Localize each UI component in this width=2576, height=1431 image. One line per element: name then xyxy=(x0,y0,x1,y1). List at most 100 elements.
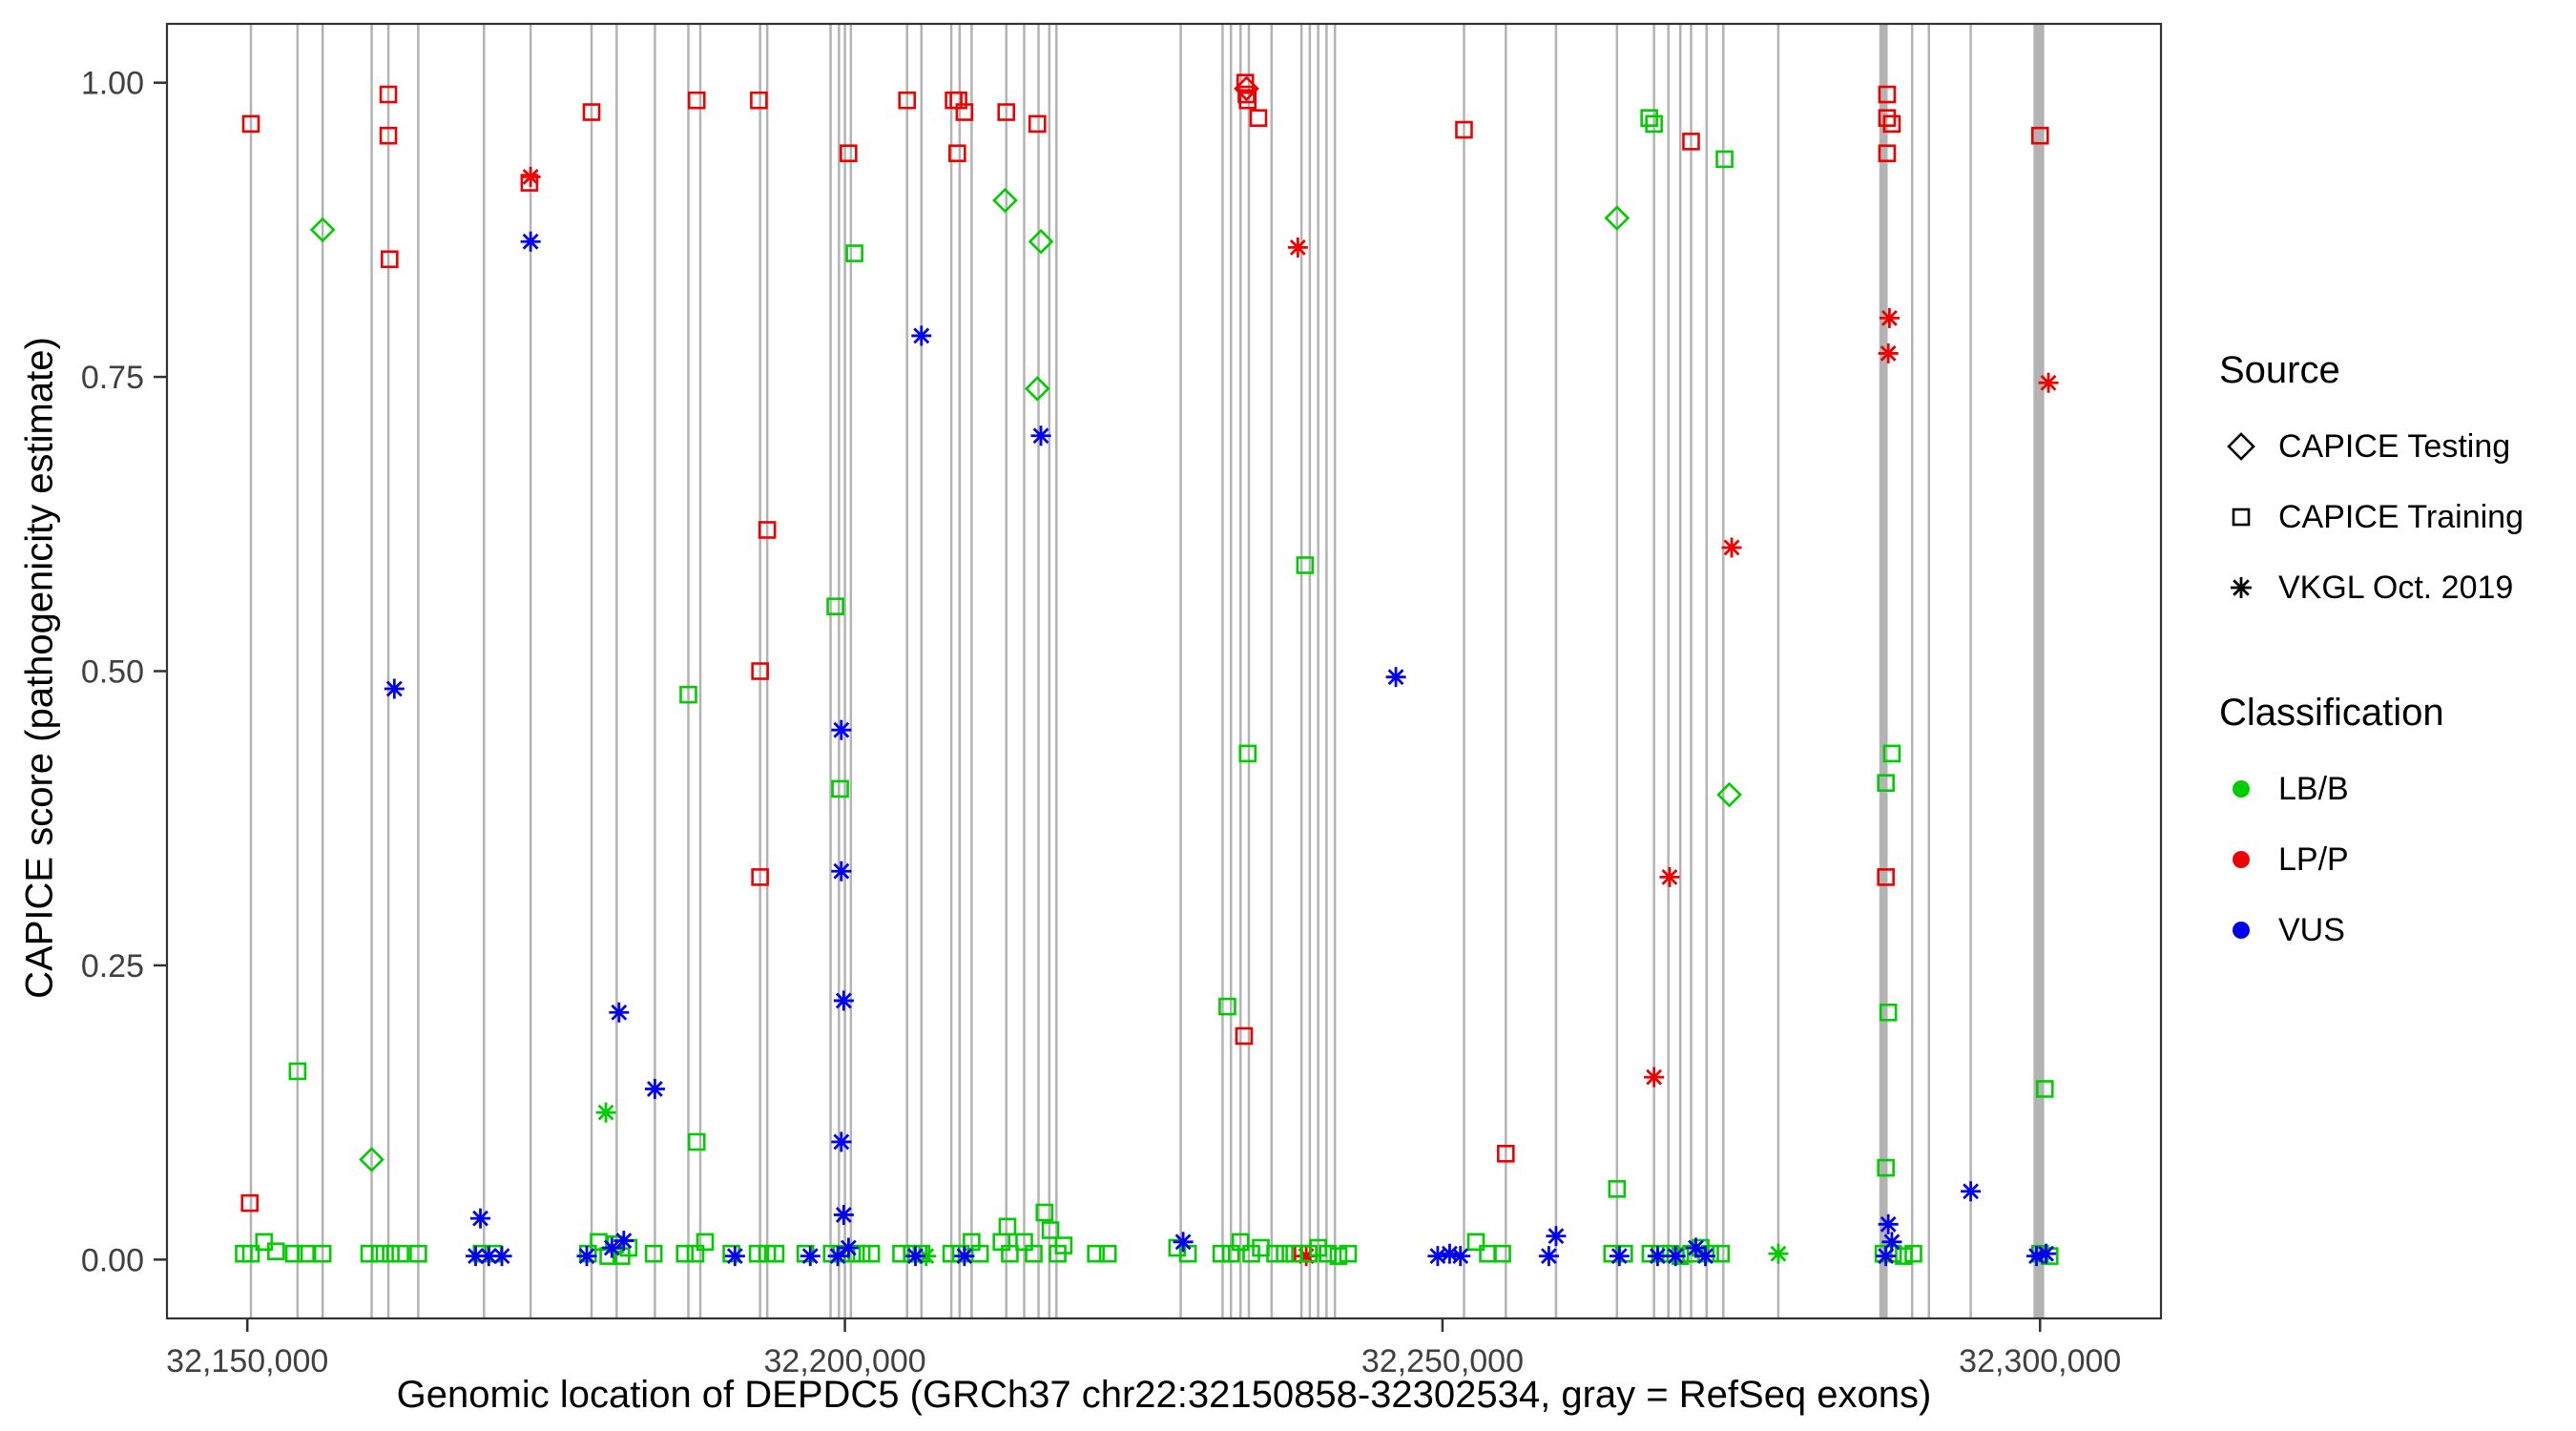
legend-item-lbb: LB/B xyxy=(2219,754,2572,824)
data-point xyxy=(1659,866,1680,887)
data-point xyxy=(1877,1158,1895,1177)
data-point xyxy=(1025,1244,1043,1263)
x-axis-label: Genomic location of DEPDC5 (GRCh37 chr22… xyxy=(396,1374,1932,1416)
data-point xyxy=(1644,1067,1665,1088)
green-dot-icon xyxy=(2233,780,2250,798)
data-point xyxy=(1041,1221,1060,1239)
legend-item-label: LP/P xyxy=(2278,840,2349,878)
data-point xyxy=(998,1217,1017,1236)
data-point xyxy=(687,91,706,110)
legend-item-vus: VUS xyxy=(2219,895,2572,965)
panel-border xyxy=(165,22,2163,1320)
data-point xyxy=(297,1244,315,1263)
data-point xyxy=(1235,1027,1254,1046)
data-point xyxy=(833,990,854,1011)
data-point xyxy=(696,1233,715,1252)
data-point xyxy=(313,1244,332,1263)
data-point xyxy=(758,521,777,539)
data-point xyxy=(724,1246,745,1267)
data-point xyxy=(1319,1244,1337,1263)
data-point xyxy=(1961,1181,1982,1202)
data-point xyxy=(284,1244,303,1263)
data-point xyxy=(1218,997,1236,1016)
data-point xyxy=(1168,1238,1187,1257)
data-point xyxy=(1904,1244,1922,1263)
data-point xyxy=(766,1244,785,1263)
legend-source: Source CAPICE Testing CAPICE Training xyxy=(2219,349,2572,623)
data-point xyxy=(1715,150,1734,169)
data-point xyxy=(1242,1244,1260,1263)
data-point xyxy=(1238,744,1257,763)
data-point xyxy=(1028,228,1054,255)
legend-item-label: CAPICE Training xyxy=(2278,498,2524,535)
data-point xyxy=(1266,1244,1284,1263)
data-point xyxy=(679,685,697,704)
data-point xyxy=(1685,1237,1706,1258)
data-point xyxy=(1493,1244,1511,1263)
data-point xyxy=(831,719,852,740)
x-tick-label: 32,200,000 xyxy=(764,1343,926,1379)
data-point xyxy=(491,1246,512,1267)
data-point xyxy=(595,1102,616,1123)
data-point xyxy=(1450,1246,1471,1267)
legend-item-capice-testing: CAPICE Testing xyxy=(2219,411,2572,482)
data-point xyxy=(831,861,852,881)
data-point xyxy=(360,1244,379,1263)
data-point xyxy=(1212,1244,1231,1263)
data-point xyxy=(904,1246,925,1267)
legend-item-lpp: LP/P xyxy=(2219,824,2572,895)
data-point xyxy=(2035,1080,2054,1098)
data-point xyxy=(609,1002,630,1023)
legend-item-label: VUS xyxy=(2278,911,2345,948)
data-point xyxy=(644,1078,665,1099)
data-point xyxy=(1876,1246,1897,1267)
data-point xyxy=(382,1244,400,1263)
data-point xyxy=(1049,1244,1067,1263)
legend: Source CAPICE Testing CAPICE Training xyxy=(2219,349,2572,965)
y-tick-label: 0.50 xyxy=(81,654,144,691)
data-point xyxy=(1721,537,1742,558)
y-tick-label: 0.25 xyxy=(81,948,144,985)
data-point xyxy=(750,91,768,110)
data-point xyxy=(955,103,974,121)
data-point xyxy=(686,1244,705,1263)
data-point xyxy=(520,231,541,252)
data-point xyxy=(1238,91,1257,110)
data-point xyxy=(1329,1247,1348,1265)
data-point xyxy=(1466,1233,1485,1252)
data-point xyxy=(1546,1226,1567,1247)
data-point xyxy=(582,103,601,121)
data-point xyxy=(1878,85,1897,104)
data-point xyxy=(1695,1246,1716,1267)
data-point xyxy=(381,250,399,269)
data-point xyxy=(384,678,405,699)
data-point xyxy=(379,126,398,145)
data-point xyxy=(948,144,966,162)
data-point xyxy=(826,597,844,615)
data-point xyxy=(255,1233,274,1252)
data-point xyxy=(1878,109,1897,127)
y-axis-label: CAPICE score (pathogenicity estimate) xyxy=(18,337,61,999)
data-point xyxy=(240,1193,260,1213)
data-point xyxy=(359,1147,384,1172)
legend-item-vkgl: VKGL Oct. 2019 xyxy=(2219,552,2572,623)
diamond-icon xyxy=(2227,432,2255,461)
data-point xyxy=(288,1062,307,1081)
data-point xyxy=(1001,1244,1019,1263)
data-point xyxy=(1645,114,1663,134)
legend-item-label: LB/B xyxy=(2278,770,2349,807)
data-point xyxy=(838,1237,859,1258)
data-point xyxy=(1640,109,1658,127)
data-point xyxy=(309,217,336,243)
data-point xyxy=(840,144,858,162)
data-point xyxy=(1882,114,1901,134)
legend-item-capice-training: CAPICE Training xyxy=(2219,482,2572,552)
legend-source-title: Source xyxy=(2219,349,2340,391)
data-point xyxy=(845,244,863,262)
data-point xyxy=(379,85,398,104)
data-point xyxy=(2030,126,2049,145)
data-point xyxy=(911,325,932,346)
data-point xyxy=(831,779,849,798)
x-tick-label: 32,300,000 xyxy=(1959,1343,2121,1379)
